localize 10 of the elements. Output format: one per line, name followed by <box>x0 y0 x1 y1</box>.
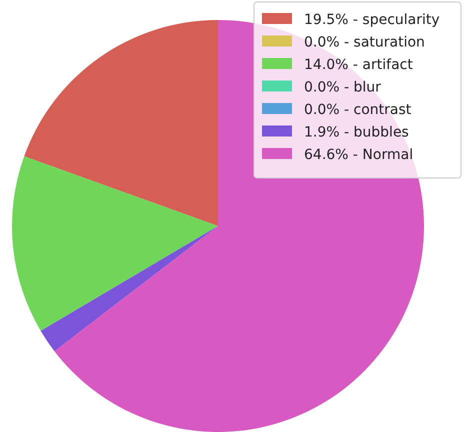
legend-label: 19.5% - specularity <box>304 12 440 28</box>
legend-label: 0.0% - blur <box>304 80 382 96</box>
legend-label: 64.6% - Normal <box>304 147 414 163</box>
legend-label: 14.0% - artifact <box>304 57 414 73</box>
legend-label: 1.9% - bubbles <box>304 124 409 140</box>
legend-label: 0.0% - saturation <box>304 34 425 50</box>
pie-slice <box>40 226 218 352</box>
legend-label: 0.0% - contrast <box>304 102 412 118</box>
pie-slice <box>12 156 218 331</box>
pie-slice <box>24 20 218 226</box>
